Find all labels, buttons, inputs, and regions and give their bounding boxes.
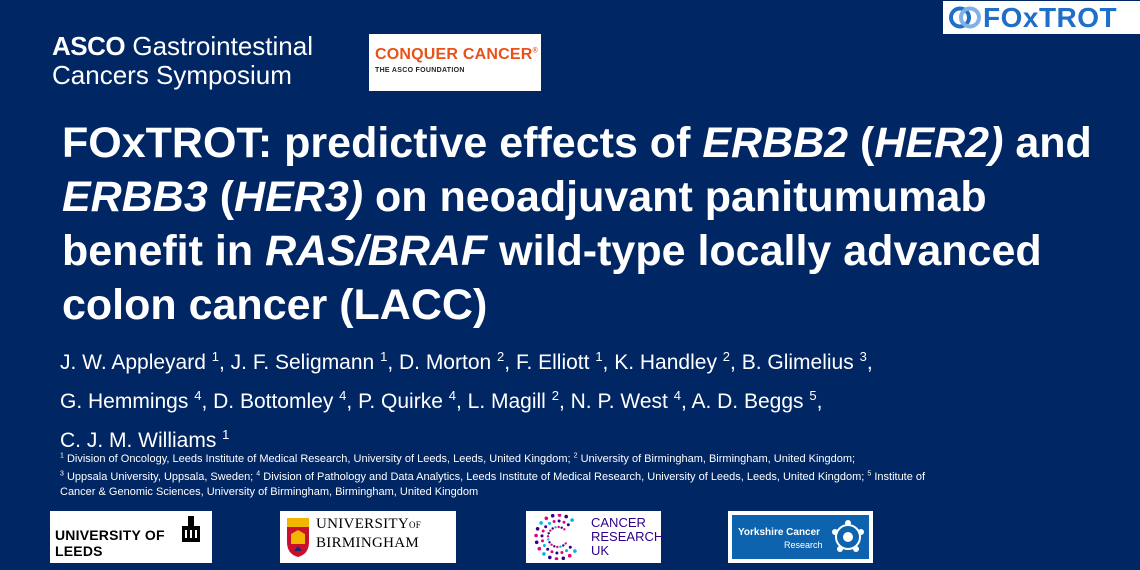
affiliation: 2 University of Birmingham, Birmingham, … [573,452,856,465]
title-segment: HER3) [234,173,364,221]
foxtrot-logo: FOxTROT [943,1,1140,34]
author-affiliation-number: 5 [809,388,817,403]
author-affiliation-number: 4 [194,388,202,403]
presentation-title: FOxTROT: predictive effects of ERBB2 (HE… [62,116,1102,332]
cruk-line-1: CANCER [591,515,646,530]
author: D. Morton 2 [398,349,505,374]
cruk-line-2: RESEARCH [591,529,664,544]
author-name: L. Magill [467,390,546,413]
affiliation-number: 1 [60,452,64,459]
affiliation: 1 Division of Oncology, Leeds Institute … [60,452,574,465]
foxtrot-word: FOxTROT [983,2,1118,33]
author-affiliation-number: 4 [448,388,456,403]
author-affiliation-number: 1 [380,349,388,364]
author-affiliation-number: 1 [211,349,219,364]
university-crest-icon [287,518,309,557]
title-segment: FOxTROT: predictive effects of [62,119,703,167]
author-name: K. Handley [614,351,717,374]
author: N. P. West 4 [570,388,681,413]
author-affiliation-number: 3 [859,349,867,364]
title-segment: HER2) [874,119,1004,167]
author-name: A. D. Beggs [691,390,804,413]
author: J. W. Appleyard 1 [60,349,219,374]
asco-line2: Cancers Symposium [52,60,292,90]
author: L. Magill 2 [467,388,559,413]
author: C. J. M. Williams 1 [60,427,230,452]
author: D. Bottomley 4 [213,388,347,413]
affiliation-number: 4 [256,470,261,478]
author-affiliation-number: 1 [222,427,230,442]
author-name: D. Morton [398,351,492,374]
cancer-research-uk-logo: CANCER RESEARCH UK [526,511,664,563]
affiliation-number: 5 [867,470,872,478]
author-affiliation-number: 1 [595,349,603,364]
author: J. F. Seligmann 1 [230,349,388,374]
title-segment: ( [848,119,875,167]
ycr-line1: Yorkshire Cancer [738,527,821,538]
author-name: D. Bottomley [213,390,334,413]
title-segment: and [1003,119,1092,167]
author: A. D. Beggs 5 [691,388,817,413]
leeds-text: UNIVERSITY OF LEEDS [55,527,165,559]
conquer-cancer-name: CONQUER CANCER [375,46,533,63]
conquer-cancer-reg: ® [532,47,538,55]
author-name: J. W. Appleyard [60,351,206,374]
white-rose-icon [832,520,864,552]
title-segment: ERBB2 [702,119,849,167]
author-name: C. J. M. Williams [60,429,217,452]
affiliation-text: Institute of Cancer & Genomic Sciences, … [60,471,926,499]
affiliation-text: University of Birmingham, Birmingham, Un… [577,452,856,465]
ycr-line2: Research [784,540,823,550]
foxtrot-loop-icon [949,6,981,29]
author-name: G. Hemmings [60,390,189,413]
parkinson-building-icon [182,516,200,542]
author-name: B. Glimelius [741,351,854,374]
bham-of: OF [409,520,422,530]
title-segment: ERBB3 [62,173,208,221]
title-segment: RAS/BRAF [265,227,488,275]
asco-line1: Gastrointestinal [132,31,314,61]
asco-brand: ASCO [52,31,126,61]
asco-gi-logo: ASCO Gastrointestinal Cancers Symposium [52,32,313,90]
author-name: P. Quirke [358,390,443,413]
affiliation-list: 1 Division of Oncology, Leeds Institute … [60,448,950,500]
bham-line1: UNIVERSITY [316,516,409,532]
title-segment: wild-type locally advanced colon cancer … [62,227,1042,329]
author-list: J. W. Appleyard 1, J. F. Seligmann 1, D.… [60,349,873,452]
title-segment: ( [207,173,235,221]
affiliation-number: 3 [60,470,64,478]
affiliation-text: Uppsala University, Uppsala, Sweden; [63,471,257,484]
author-affiliation-number: 2 [497,349,505,364]
author-affiliation-number: 4 [673,388,681,403]
affiliation-number: 2 [573,452,578,459]
author-affiliation-number: 2 [722,349,731,364]
cruk-line-3: UK [591,543,610,558]
author: K. Handley 2 [614,349,731,374]
bham-line2: BIRMINGHAM [316,535,420,551]
author: P. Quirke 4 [358,388,456,413]
author-name: J. F. Seligmann [230,351,375,374]
author-name: N. P. West [570,390,668,413]
title-segment: on neoadjuvant panitumumab benefit in [62,173,987,275]
author-affiliation-number: 4 [339,388,347,403]
affiliation: 4 Division of Pathology and Data Analyti… [256,470,868,484]
affiliation-text: Division of Oncology, Leeds Institute of… [63,452,574,465]
conquer-cancer-sub: THE ASCO FOUNDATION [375,67,465,74]
affiliation: 5 Institute of Cancer & Genomic Sciences… [60,470,926,499]
conquer-cancer-logo: CONQUER CANCER® THE ASCO FOUNDATION [369,34,541,91]
author: F. Elliott 1 [515,349,603,374]
affiliation-text: Division of Pathology and Data Analytics… [260,471,868,484]
author-affiliation-number: 2 [551,388,559,403]
author: G. Hemmings 4 [60,388,202,413]
author: B. Glimelius 3 [741,349,867,374]
university-of-birmingham-logo: UNIVERSITYOF BIRMINGHAM [280,511,456,563]
affiliation: 3 Uppsala University, Uppsala, Sweden; [60,470,257,484]
cruk-dots-icon [534,514,577,560]
university-of-leeds-logo: UNIVERSITY OF LEEDS [50,511,212,563]
yorkshire-cancer-research-logo: Yorkshire Cancer Research [728,511,873,563]
author-name: F. Elliott [515,351,590,374]
